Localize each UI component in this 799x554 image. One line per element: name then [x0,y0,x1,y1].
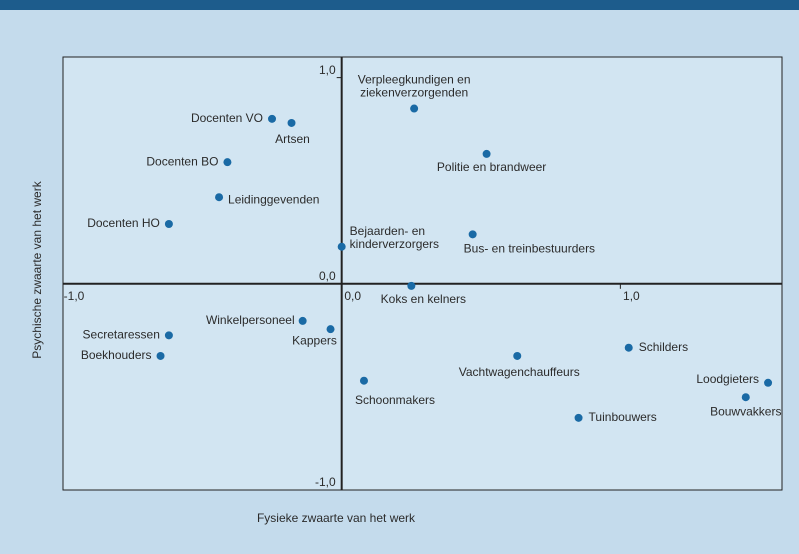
point [513,351,522,360]
point [268,114,277,123]
point-label: Bejaarden- en [350,224,425,238]
point-label: Docenten HO [87,216,160,230]
point [164,331,173,340]
point [624,343,633,352]
x-tick-label: 1,0 [623,289,640,303]
point [215,193,224,202]
point [410,104,419,113]
y-axis-label: Psychische zwaarte van het werk [30,180,44,358]
point [156,351,165,360]
point-label: Docenten VO [191,111,263,125]
point [468,230,477,239]
plot-area [62,56,783,491]
point-label: Verpleegkundigen en [358,73,471,87]
y-tick-label: -1,0 [315,475,336,489]
point-label: Winkelpersoneel [206,313,295,327]
point [287,118,296,127]
point-label: Politie en brandweer [437,160,546,174]
point [164,220,173,229]
point-label: Tuinbouwers [589,410,657,424]
point-label: Bus- en treinbestuurders [464,241,595,255]
y-tick-label: 0,0 [319,269,336,283]
x-tick-label: 0,0 [344,289,361,303]
point [337,242,346,251]
point-label: Docenten BO [146,154,218,168]
point-label: Schilders [639,340,688,354]
x-tick-label: -1,0 [64,289,85,303]
point-label: Schoonmakers [355,393,435,407]
point-label: kinderverzorgers [350,237,439,251]
point-label: Boekhouders [81,348,152,362]
point-label: Kappers [292,333,337,347]
y-tick-label: 1,0 [319,63,336,77]
point-label: Vachtwagenchauffeurs [459,365,580,379]
header-bar [0,0,799,10]
point [574,413,583,422]
point-label: Leidinggevenden [228,192,319,206]
point [326,325,335,334]
point [407,281,416,290]
x-axis-label: Fysieke zwaarte van het werk [257,511,416,525]
point [482,149,491,158]
point-label: Koks en kelners [381,292,466,306]
point-label: Loodgieters [696,372,759,386]
point [359,376,368,385]
point-label: ziekenverzorgenden [360,86,468,100]
point [741,393,750,402]
point-label: Bouwvakkers [710,404,781,418]
point-label: Artsen [275,132,310,146]
point [764,378,773,387]
point-label: Secretaressen [83,328,160,342]
point [223,158,232,167]
point [298,316,307,325]
